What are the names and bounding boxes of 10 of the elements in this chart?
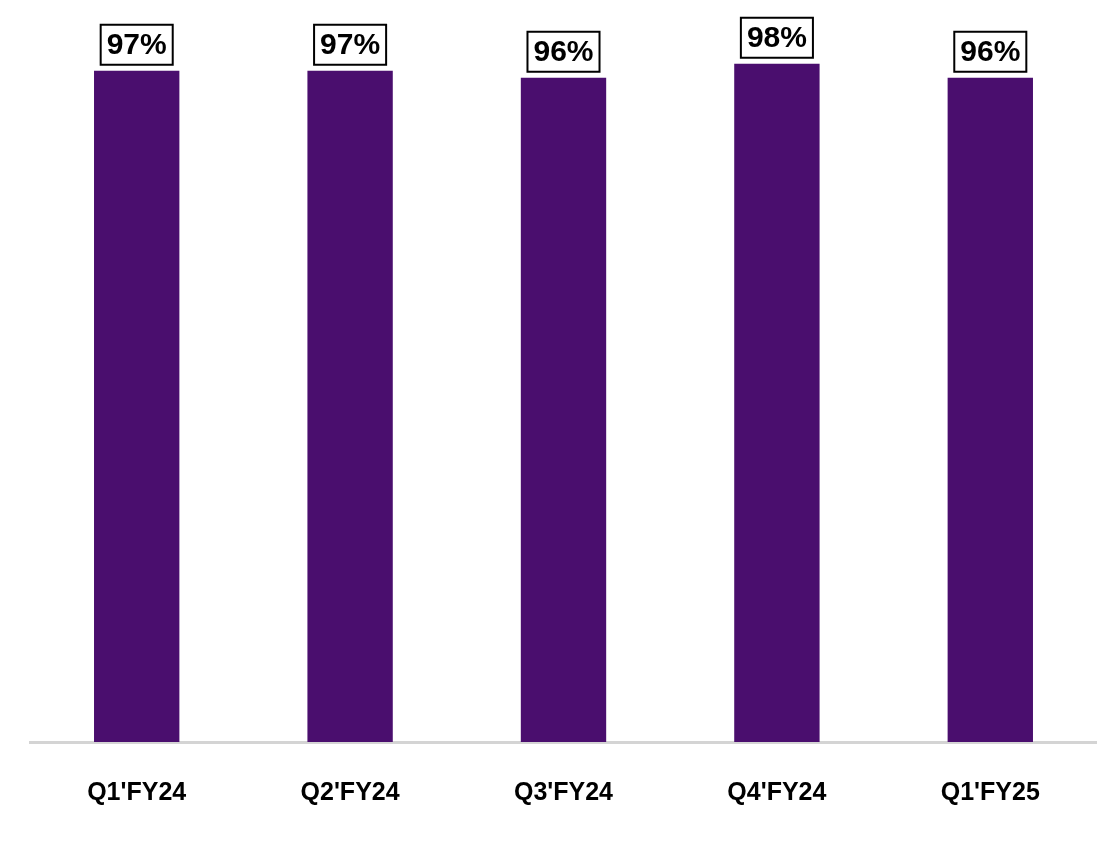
x-tick-label: Q1'FY25 xyxy=(940,776,1040,805)
data-label: 96% xyxy=(960,33,1021,67)
data-label: 98% xyxy=(746,20,807,54)
data-label: 96% xyxy=(533,33,594,67)
x-tick-label: Q1'FY24 xyxy=(87,776,187,805)
data-label: 97% xyxy=(106,27,167,61)
data-label: 97% xyxy=(320,27,381,61)
x-tick-label: Q3'FY24 xyxy=(513,776,614,805)
x-tick-label: Q4'FY24 xyxy=(727,776,827,805)
x-tick-label: Q2'FY24 xyxy=(300,776,400,805)
